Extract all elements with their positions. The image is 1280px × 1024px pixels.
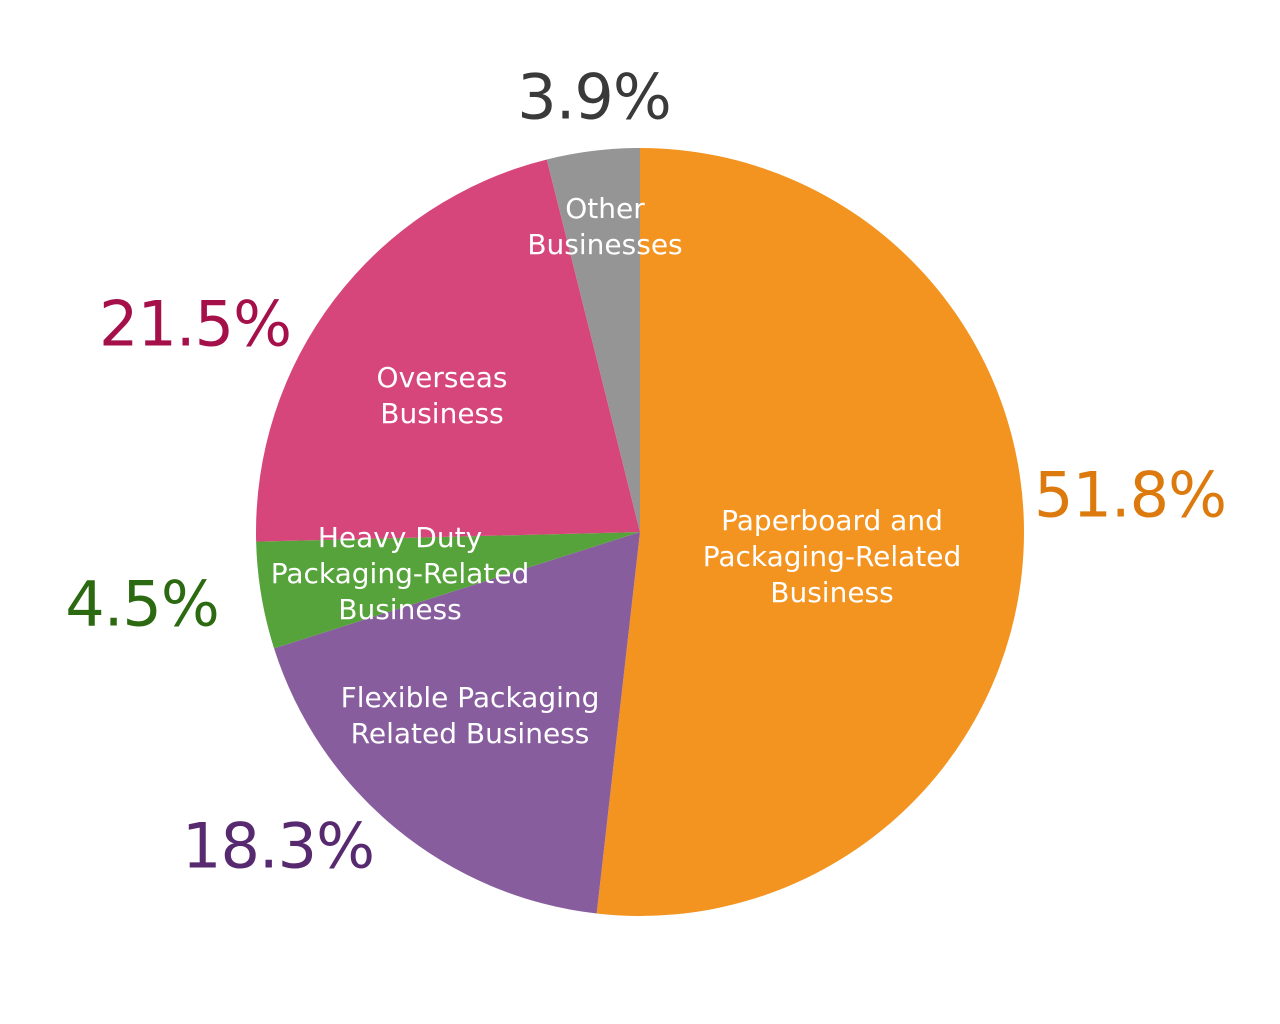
pie-slice-other — [546, 148, 640, 532]
value-label-other: 3.9% — [517, 60, 672, 134]
value-label-paperboard: 51.8% — [1034, 458, 1227, 532]
pie-slice-heavy-duty — [256, 532, 640, 649]
value-label-heavy-duty: 4.5% — [65, 567, 220, 641]
pie-slice-overseas — [256, 159, 640, 542]
slice-label-overseas: Overseas Business — [376, 361, 508, 430]
value-label-overseas: 21.5% — [99, 287, 292, 361]
pie-slice-flexible — [274, 532, 640, 914]
slice-label-heavy-duty: Heavy Duty Packaging-Related Business — [270, 521, 530, 626]
slice-label-other: Other Businesses — [527, 192, 683, 261]
slice-label-paperboard: Paperboard and Packaging-Related Busines… — [702, 504, 962, 609]
value-label-flexible: 18.3% — [182, 809, 375, 883]
slice-label-flexible: Flexible Packaging Related Business — [340, 681, 600, 750]
pie-slice-paperboard — [596, 148, 1025, 917]
